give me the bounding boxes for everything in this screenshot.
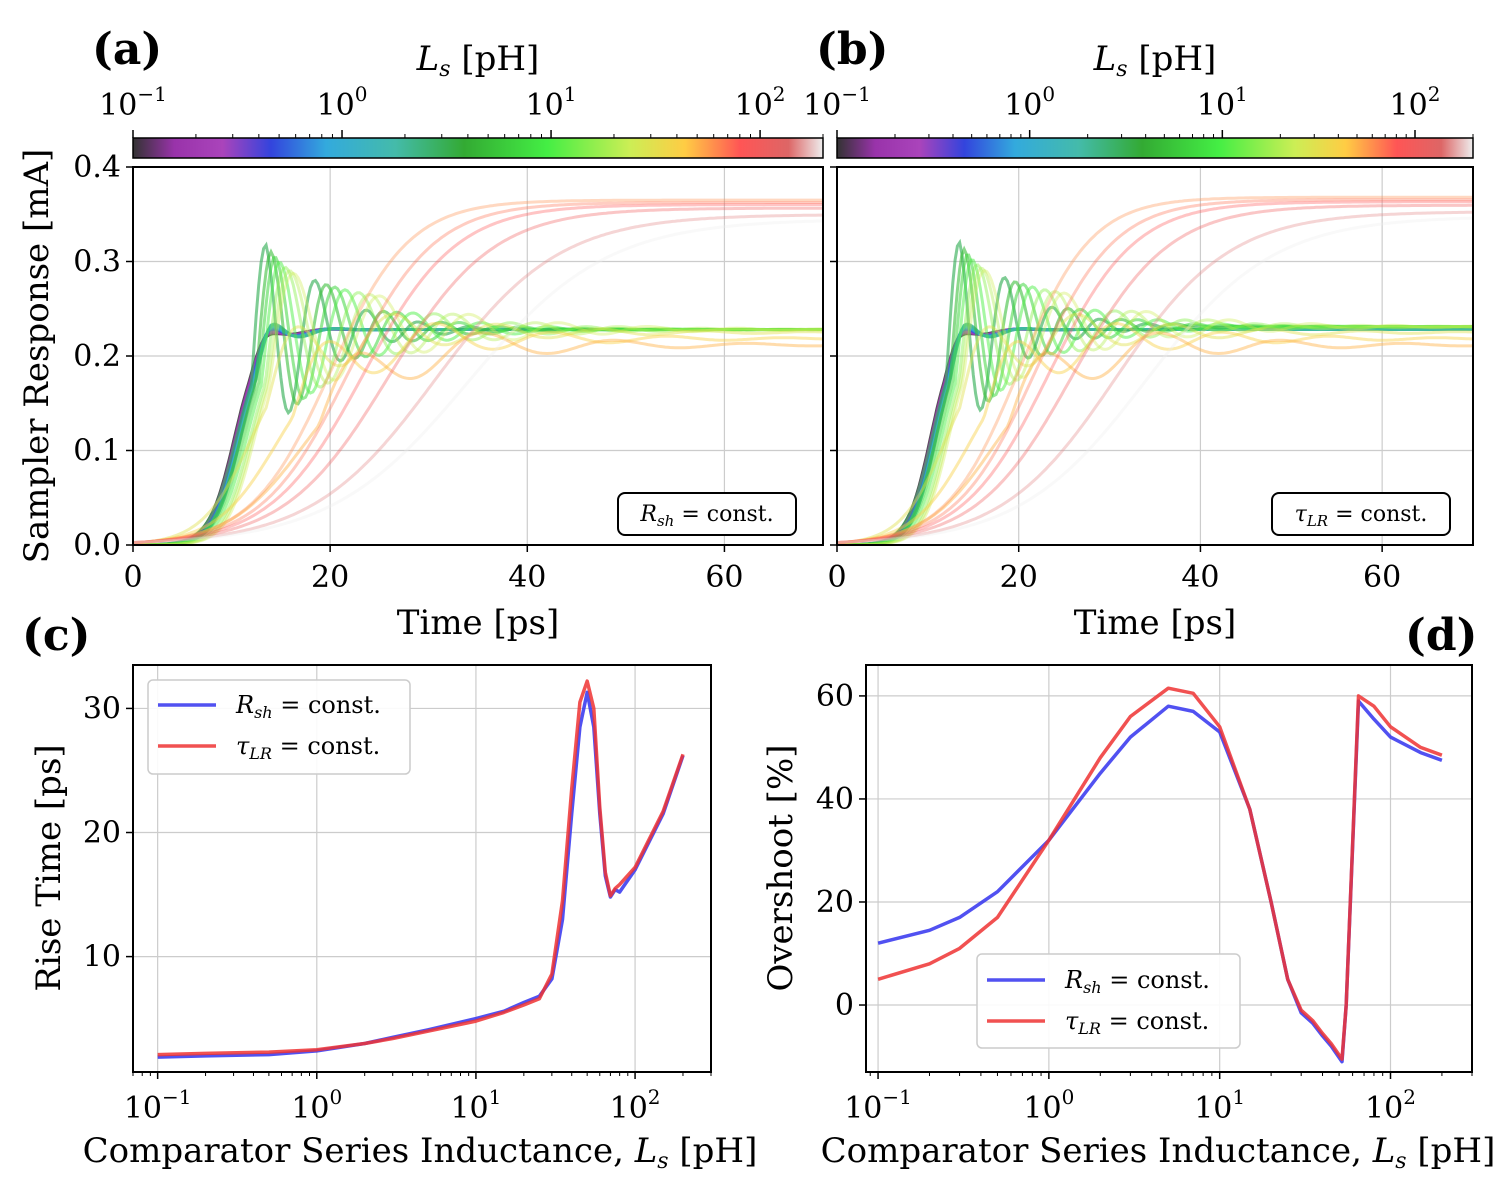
panel-b-response-curve: [837, 200, 1473, 545]
panel-b-response-curve: [837, 253, 1473, 545]
panel-d: 10−1 100 101 102 0 20 40 60: [816, 664, 1473, 1126]
panel-d-ytick-label: 20: [816, 885, 854, 920]
panel-b-response-curve: [837, 216, 1473, 544]
legend-c: Rsh = const. τLR = const.: [147, 679, 411, 775]
panel-a-response-curve: [133, 321, 823, 545]
panel-c-ytick-label: 10: [83, 940, 121, 975]
panel-b-xtick-label: 40: [1181, 560, 1219, 595]
panel-b-response-curve: [837, 321, 1473, 545]
panel-a-ytick-label: 0.1: [73, 434, 121, 469]
panel-a-response-curve: [133, 265, 823, 545]
panel-b-response-curve: [837, 203, 1473, 544]
panel-d-ytick-label: 40: [816, 782, 854, 817]
panel-b-xtick-label: 20: [1000, 560, 1038, 595]
panel-b-response-curve: [837, 198, 1473, 545]
panel-b-response-curve: [837, 195, 1473, 545]
colorbar-label-a: Ls [pH]: [416, 39, 540, 82]
xlabel-a: Time [ps]: [397, 603, 559, 643]
colorbar-a-tick-label: 100: [317, 82, 368, 123]
colorbar-b-tick-label: 102: [1390, 82, 1441, 123]
panel-a-response-curve: [133, 203, 823, 545]
panel-d-xtick-label: 101: [1194, 1085, 1245, 1126]
panel-c-xtick-label: 101: [450, 1085, 501, 1126]
panel-a-response-curve: [133, 260, 823, 545]
panel-a: 0 20 40 60 0.0 0.1 0.2 0.3 0.4: [73, 150, 824, 595]
legend-d-label-rsh: Rsh = const.: [1064, 966, 1210, 997]
panel-a-response-curve: [133, 331, 823, 545]
colorbar-b: [836, 137, 1474, 159]
panel-a-response-curve: [133, 256, 823, 545]
panel-d-series-tlr: [877, 686, 1443, 1061]
panel-a-xtick-label: 0: [123, 560, 142, 595]
panel-label-a: (a): [92, 24, 162, 75]
panel-c-ytick-label: 30: [83, 691, 121, 726]
panel-a-response-curve: [133, 198, 823, 545]
panel-c-xtick-label: 102: [610, 1085, 661, 1126]
panel-b-response-curve: [837, 210, 1473, 544]
colorbar-ticks-a: 10−1 100 101 102: [99, 82, 824, 138]
annotation-box-b: τLR = const.: [1271, 492, 1451, 536]
panel-a-response-curve: [133, 206, 823, 545]
panel-c: 10−1 100 101 102 10 20 30: [83, 664, 712, 1126]
panel-c-ytick-label: 20: [83, 816, 121, 851]
ylabel-a: Sampler Response [mA]: [17, 149, 57, 564]
legend-c-label-rsh: Rsh = const.: [235, 691, 381, 722]
panel-c-series-tlr: [157, 679, 685, 1057]
xlabel-b: Time [ps]: [1074, 603, 1236, 643]
panel-a-response-curve: [133, 219, 823, 544]
legend-d: Rsh = const. τLR = const.: [976, 953, 1241, 1049]
panel-a-response-curve: [133, 271, 823, 545]
colorbar-a-tick-label: 101: [526, 82, 577, 123]
panel-a-response-curve: [133, 201, 823, 545]
xlabel-d: Comparator Series Inductance, Ls [pH]: [821, 1131, 1496, 1174]
panel-b-response-curve: [837, 266, 1473, 545]
panel-a-xtick-label: 40: [508, 560, 546, 595]
panel-a-xtick-label: 60: [705, 560, 743, 595]
panel-d-xtick-label: 10−1: [844, 1085, 912, 1126]
ylabel-c: Rise Time [ps]: [29, 744, 69, 991]
colorbar-a-tick-label: 102: [735, 82, 786, 123]
legend-d-label-tlr: τLR = const.: [1065, 1007, 1209, 1038]
panel-a-ytick-label: 0.0: [73, 528, 121, 563]
panel-a-response-curve: [133, 312, 823, 545]
panel-c-xtick-label: 100: [291, 1085, 342, 1126]
annotation-box-a: Rsh = const.: [617, 492, 797, 536]
ylabel-d: Overshoot [%]: [761, 744, 801, 991]
panel-a-response-curve: [133, 213, 823, 544]
panel-a-ytick-label: 0.2: [73, 339, 121, 374]
panel-b-response-curve: [837, 263, 1473, 545]
colorbar-b-tick-label: 10−1: [803, 82, 871, 123]
xlabel-c: Comparator Series Inductance, Ls [pH]: [83, 1131, 758, 1174]
colorbar-a-tick-label: 10−1: [99, 82, 167, 123]
panel-c-xtick-label: 10−1: [124, 1085, 192, 1126]
svg-text:τLR = const.: τLR = const.: [1295, 502, 1428, 530]
panel-d-ytick-label: 0: [835, 988, 854, 1023]
colorbar-b-tick-label: 101: [1197, 82, 1248, 123]
panel-a-ytick-label: 0.3: [73, 245, 121, 280]
panel-b-xtick-label: 0: [827, 560, 846, 595]
panel-label-b: (b): [816, 24, 888, 75]
panel-d-xtick-label: 100: [1023, 1085, 1074, 1126]
panel-b-response-curve: [837, 312, 1473, 545]
legend-c-label-tlr: τLR = const.: [236, 732, 380, 763]
panel-b: 0 20 40 60: [827, 166, 1474, 595]
panel-b-xtick-label: 60: [1363, 560, 1401, 595]
colorbar-b-tick-label: 100: [1004, 82, 1055, 123]
panel-a-xtick-label: 20: [311, 560, 349, 595]
colorbar-label-b: Ls [pH]: [1093, 39, 1217, 82]
panel-b-response-curve: [837, 268, 1473, 545]
panel-d-ytick-label: 60: [816, 679, 854, 714]
panel-label-c: (c): [22, 610, 90, 661]
panel-label-d: (d): [1405, 610, 1477, 661]
svg-text:Rsh = const.: Rsh = const.: [639, 502, 773, 530]
panel-b-response-curve: [837, 331, 1473, 545]
colorbar-ticks-b: 10−1 100 101 102: [803, 82, 1474, 138]
panel-a-ytick-label: 0.4: [73, 150, 121, 185]
panel-b-response-curve: [837, 258, 1473, 545]
panel-d-xtick-label: 102: [1365, 1085, 1416, 1126]
panel-a-response-curve: [133, 269, 823, 545]
colorbar-a: [132, 137, 824, 159]
